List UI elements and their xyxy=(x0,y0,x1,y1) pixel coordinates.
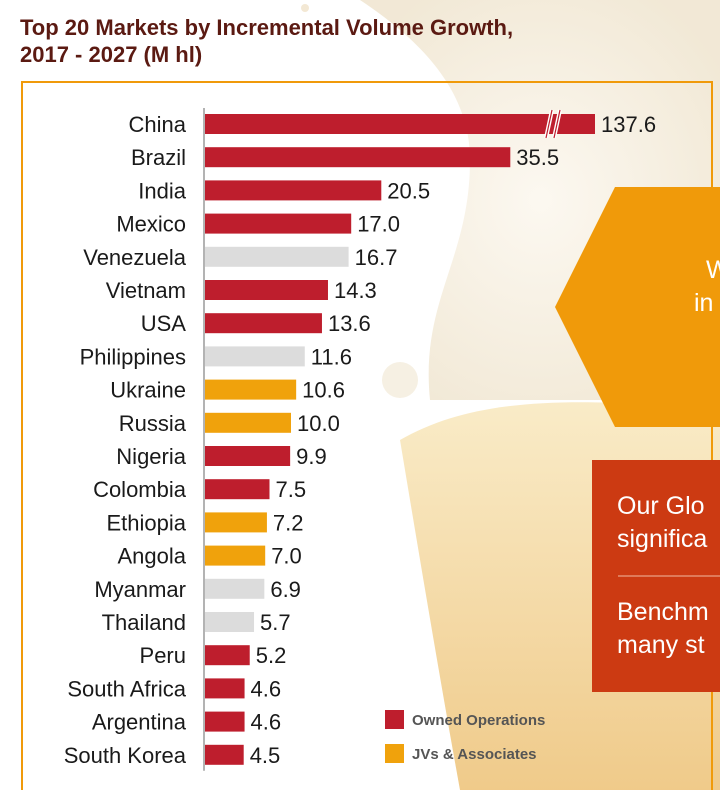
axis-break-mark xyxy=(545,109,553,139)
value-label: 7.0 xyxy=(271,544,302,569)
bar xyxy=(205,645,250,666)
value-label: 20.5 xyxy=(387,178,430,203)
bar xyxy=(205,479,270,500)
value-label: 14.3 xyxy=(334,278,377,303)
value-label: 137.6 xyxy=(601,112,656,137)
panel-text-line-2: significa xyxy=(617,525,708,553)
value-label: 11.6 xyxy=(311,344,352,369)
bar xyxy=(205,147,511,168)
category-label: South Korea xyxy=(64,743,187,768)
bar xyxy=(205,379,297,400)
bar xyxy=(205,678,245,699)
hexagon-callout xyxy=(555,187,720,427)
panel-text-top: Our Glo significa xyxy=(617,490,707,556)
value-label: 16.7 xyxy=(355,245,398,270)
category-label: Ethiopia xyxy=(106,510,186,535)
value-label: 7.5 xyxy=(276,477,307,502)
chart-title: Top 20 Markets by Incremental Volume Gro… xyxy=(20,14,660,68)
bar xyxy=(205,180,382,201)
category-label: India xyxy=(138,178,186,203)
category-label: Peru xyxy=(140,643,186,668)
chart-frame xyxy=(21,81,713,790)
legend-label-owned: Owned Operations xyxy=(412,712,545,729)
value-label: 17.0 xyxy=(357,212,400,237)
category-label: Colombia xyxy=(93,477,187,502)
bar xyxy=(205,412,291,433)
bar xyxy=(205,280,328,300)
value-label: 5.2 xyxy=(256,643,287,668)
category-label: Myanmar xyxy=(94,577,186,602)
value-label: 13.6 xyxy=(328,311,371,336)
value-label: 4.6 xyxy=(251,710,282,735)
panel-text-line-3: Benchm xyxy=(617,598,709,626)
value-label: 4.6 xyxy=(251,676,282,701)
legend-swatch-owned xyxy=(385,710,404,729)
hexagon-text-line-1: W xyxy=(706,256,720,284)
value-label: 10.0 xyxy=(297,411,340,436)
bar xyxy=(205,578,265,599)
panel-text-line-1: Our Glo xyxy=(617,492,705,520)
category-label: Philippines xyxy=(80,344,186,369)
bar xyxy=(205,612,255,632)
category-label: Ukraine xyxy=(110,378,186,403)
value-label: 4.5 xyxy=(250,743,281,768)
value-label: 35.5 xyxy=(516,145,559,170)
legend-label-jv: JVs & Associates xyxy=(412,746,537,763)
category-label: Thailand xyxy=(102,610,186,635)
category-label: Russia xyxy=(119,411,187,436)
bubble-shape xyxy=(301,4,309,12)
bar xyxy=(205,213,352,234)
hexagon-text: W in xyxy=(694,254,720,320)
category-label: China xyxy=(129,112,187,137)
bar xyxy=(205,114,595,134)
chart-title-line-2: 2017 - 2027 (M hl) xyxy=(20,42,203,67)
category-label: Angola xyxy=(117,544,186,569)
bar xyxy=(205,744,244,765)
bar xyxy=(205,246,349,267)
value-label: 7.2 xyxy=(273,510,304,535)
axis-break-mark xyxy=(553,109,561,139)
category-label: Mexico xyxy=(116,212,186,237)
category-label: South Africa xyxy=(67,676,186,701)
bar xyxy=(205,512,267,533)
category-label: USA xyxy=(141,311,187,336)
bar xyxy=(205,446,291,466)
value-label: 9.9 xyxy=(296,444,327,469)
category-label: Vietnam xyxy=(106,278,186,303)
chart-title-line-1: Top 20 Markets by Incremental Volume Gro… xyxy=(20,15,514,40)
category-label: Brazil xyxy=(131,145,186,170)
bar xyxy=(205,711,245,732)
panel-text-line-4: many st xyxy=(617,631,705,659)
bar xyxy=(205,346,305,367)
value-label: 5.7 xyxy=(260,610,291,635)
hexagon-text-line-2: in xyxy=(694,289,714,317)
value-label: 10.6 xyxy=(302,378,345,403)
bar xyxy=(205,313,322,334)
bubble-shape xyxy=(382,362,418,398)
category-label: Nigeria xyxy=(116,444,186,469)
value-label: 6.9 xyxy=(270,577,301,602)
legend-swatch-jv xyxy=(385,744,404,763)
category-label: Venezuela xyxy=(83,245,187,270)
category-label: Argentina xyxy=(92,710,187,735)
bar xyxy=(205,545,266,566)
panel-text-bottom: Benchm many st xyxy=(617,596,709,662)
